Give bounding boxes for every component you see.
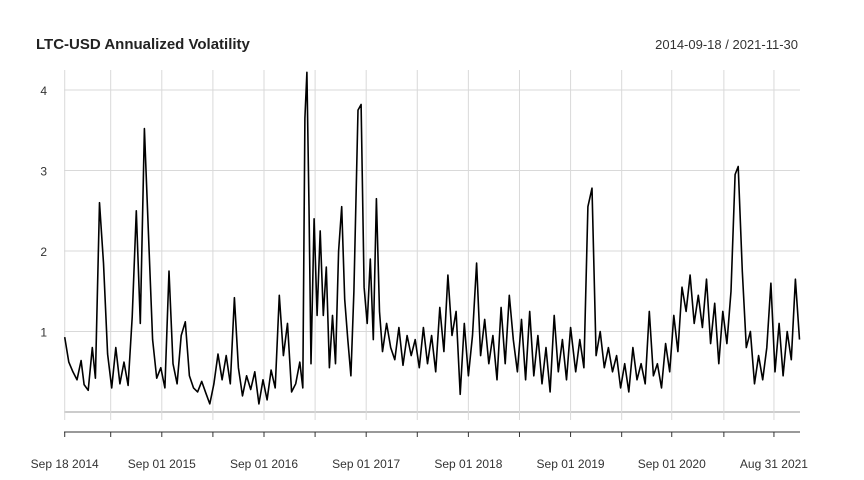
y-tick-label: 3 bbox=[40, 165, 47, 179]
y-tick-label: 2 bbox=[40, 245, 47, 259]
volatility-series-line bbox=[63, 71, 801, 405]
x-tick-label: Sep 01 2015 bbox=[128, 457, 196, 471]
y-tick-label: 4 bbox=[40, 84, 47, 98]
y-axis: 1 2 3 4 bbox=[40, 84, 47, 340]
x-tick-label: Sep 01 2019 bbox=[537, 457, 605, 471]
x-tick-label: Sep 01 2020 bbox=[638, 457, 706, 471]
x-tick-label: Sep 01 2018 bbox=[434, 457, 502, 471]
y-tick-label: 1 bbox=[40, 326, 47, 340]
x-tick-label: Sep 18 2014 bbox=[31, 457, 99, 471]
x-tick-label: Aug 31 2021 bbox=[740, 457, 808, 471]
chart-date-range: 2014-09-18 / 2021-11-30 bbox=[655, 37, 798, 52]
grid-lines bbox=[64, 70, 800, 420]
x-tick-label: Sep 01 2017 bbox=[332, 457, 400, 471]
x-tick-label: Sep 01 2016 bbox=[230, 457, 298, 471]
chart-title: LTC-USD Annualized Volatility bbox=[36, 36, 250, 53]
series-group bbox=[63, 71, 801, 405]
x-axis: Sep 18 2014 Sep 01 2015 Sep 01 2016 Sep 01 … bbox=[31, 431, 808, 471]
